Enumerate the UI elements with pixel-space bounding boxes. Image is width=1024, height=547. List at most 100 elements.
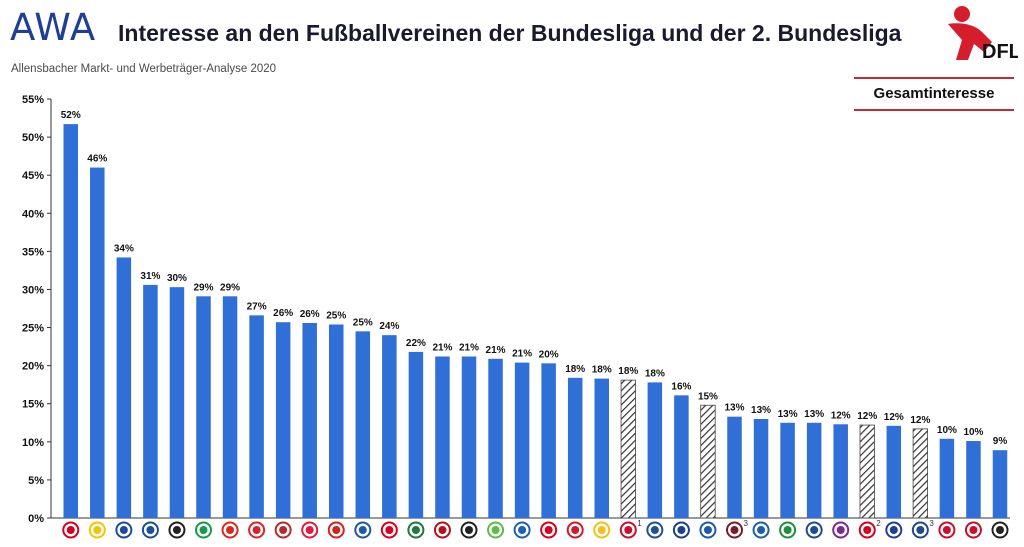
bar-value-label: 46%	[87, 154, 107, 165]
bar-hatched	[912, 428, 928, 519]
bar	[143, 284, 158, 518]
bar-value-label: 18%	[645, 368, 665, 379]
y-tick-label: 40%	[22, 208, 44, 220]
bvb-crest-icon	[88, 521, 106, 539]
mainz-crest-icon	[566, 521, 584, 539]
y-tick-label: 5%	[28, 475, 44, 487]
bar	[355, 331, 371, 518]
bar-value-label: 25%	[326, 310, 346, 321]
dfl-logo-icon: DFL	[938, 6, 1018, 66]
bar-hatched	[700, 404, 716, 519]
bar	[488, 358, 503, 518]
leipzig-crest-icon	[301, 521, 319, 539]
bar	[196, 296, 211, 518]
chart-subtitle: Allensbacher Markt- und Werbeträger-Anal…	[11, 63, 277, 75]
bar-value-label: 22%	[406, 338, 426, 349]
bar-value-label: 21%	[486, 345, 506, 356]
y-tick-label: 45%	[22, 170, 44, 182]
y-tick-label: 55%	[22, 94, 44, 106]
bar-value-label: 30%	[167, 273, 187, 284]
ksc-crest-icon	[672, 521, 690, 539]
bar-value-label: 27%	[247, 301, 267, 312]
bar-value-label: 34%	[114, 243, 134, 254]
bar	[753, 418, 769, 518]
koeln-crest-icon	[221, 521, 239, 539]
legend-line-bottom	[854, 109, 1014, 111]
bar	[435, 356, 450, 518]
hertha-crest-icon	[354, 521, 372, 539]
bar-value-label: 12%	[857, 411, 877, 422]
hsv-crest-icon	[141, 521, 159, 539]
bar	[461, 356, 477, 518]
darmstadt-crest-icon	[699, 521, 717, 539]
paderborn-crest-icon	[911, 521, 929, 539]
bar-value-label: 31%	[140, 271, 160, 282]
bar-value-label: 13%	[778, 409, 798, 420]
y-tick-label: 25%	[22, 323, 44, 335]
bar-value-label: 29%	[193, 282, 213, 293]
bar-value-label: 18%	[618, 366, 638, 377]
bar-value-label: 21%	[459, 342, 479, 353]
st-pauli-crest-icon	[274, 521, 292, 539]
bar	[833, 424, 848, 518]
y-tick-label: 35%	[22, 246, 44, 258]
y-tick-label: 30%	[22, 284, 44, 296]
duesseldorf-crest-icon	[858, 521, 876, 539]
holstein-kiel-crest-icon	[805, 521, 823, 539]
freiburg-crest-icon	[460, 521, 478, 539]
bar-value-label: 52%	[61, 110, 81, 121]
bar-value-label: 16%	[671, 381, 691, 392]
aue-crest-icon	[726, 521, 743, 539]
bar	[116, 257, 132, 518]
hannover-crest-icon	[407, 521, 425, 539]
bar	[382, 335, 397, 518]
bar-value-label: 9%	[993, 436, 1008, 447]
stuttgart-crest-icon	[327, 521, 345, 539]
bar-value-label: 12%	[831, 410, 851, 421]
bar	[647, 382, 663, 518]
braunschweig-crest-icon	[593, 521, 611, 539]
footnote-mark: 1	[637, 519, 642, 528]
footnote-mark: 3	[744, 519, 749, 528]
y-tick-label: 0%	[28, 513, 44, 525]
bar-value-label: 12%	[910, 415, 930, 426]
bar-value-label: 21%	[432, 342, 452, 353]
hoffenheim-crest-icon	[513, 521, 531, 539]
osnabrueck-crest-icon	[832, 521, 850, 539]
footnote-mark: 3	[929, 519, 934, 528]
bar-value-label: 10%	[963, 427, 983, 438]
y-axis: 0% 5% 10% 15% 20% 25% 30% 35% 40% 45% 50% 55%	[22, 94, 1010, 525]
bar-value-label: 13%	[724, 403, 744, 414]
bar	[806, 422, 822, 518]
bar-value-label: 13%	[804, 409, 824, 420]
legend: Gesamtinteresse	[854, 77, 1014, 111]
fuerth-crest-icon	[779, 521, 797, 539]
bar-value-label: 29%	[220, 282, 240, 293]
bar	[727, 416, 742, 518]
brand-logo-text: AWA	[10, 6, 97, 49]
gladbach-crest-icon	[168, 521, 186, 539]
bar-value-label: 20%	[539, 349, 559, 360]
sandhausen-crest-icon	[991, 521, 1009, 539]
dfl-logo-label: DFL	[982, 41, 1018, 63]
bar-value-label: 10%	[937, 425, 957, 436]
bar	[408, 351, 424, 518]
bar	[222, 296, 238, 518]
bar	[514, 362, 530, 518]
bar-value-label: 26%	[273, 308, 293, 319]
bar	[63, 124, 78, 518]
bar	[329, 324, 344, 518]
bar-value-label: 13%	[751, 405, 771, 416]
bar	[567, 377, 583, 518]
bar	[249, 315, 264, 518]
fc-bayern-crest-icon	[62, 521, 80, 539]
bar	[886, 425, 902, 518]
bar	[90, 167, 105, 518]
bar	[302, 322, 317, 518]
bielefeld-crest-icon	[752, 521, 770, 539]
bar	[594, 378, 609, 518]
bar	[674, 395, 689, 518]
bar-value-label: 21%	[512, 349, 532, 360]
footnote-mark: 2	[876, 519, 881, 528]
